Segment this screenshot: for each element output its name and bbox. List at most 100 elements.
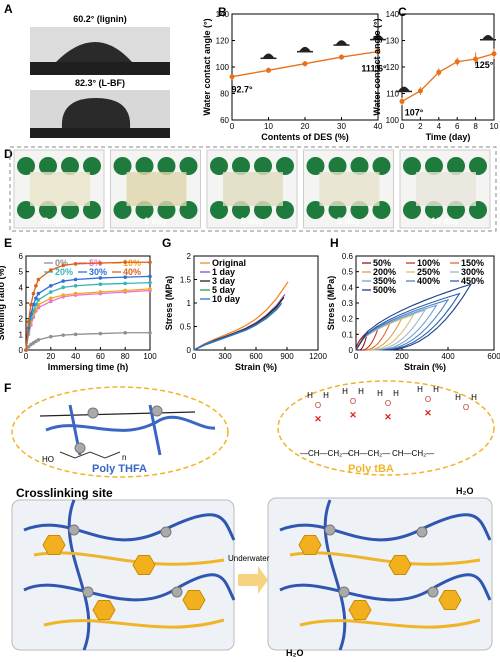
photo-label: 3 day xyxy=(240,216,263,226)
y-tick-label: 60 xyxy=(220,116,229,125)
legend-label: Original xyxy=(212,258,246,268)
data-point xyxy=(31,291,36,296)
crosslink-node xyxy=(338,586,350,598)
photo-sample: 1 day xyxy=(110,149,201,229)
series-loop xyxy=(355,292,461,351)
data-point xyxy=(36,277,41,282)
water-atom-o: O xyxy=(463,403,469,412)
lignin-hexagon xyxy=(298,534,322,556)
data-point xyxy=(98,331,103,336)
water-atom-o: O xyxy=(350,397,356,406)
crosslink-node-2 xyxy=(151,405,163,417)
legend-label: 10% xyxy=(123,258,141,268)
legend-label: 1 day xyxy=(212,267,235,277)
crosslinking-site-label: Crosslinking site xyxy=(16,486,113,500)
logo-circle xyxy=(17,157,35,175)
x-tick-label: 20 xyxy=(46,352,55,361)
logo-circle xyxy=(306,157,325,175)
droplet-icon xyxy=(482,34,494,40)
water-label-bottom: H₂O xyxy=(286,648,304,658)
series-line xyxy=(25,275,151,351)
crosslink-node xyxy=(324,524,336,536)
legend-label: 30% xyxy=(89,267,107,277)
crosslink-node xyxy=(427,586,439,598)
data-point xyxy=(229,74,235,80)
poly-thfa-label: Poly THFA xyxy=(92,463,147,475)
data-point xyxy=(473,56,479,62)
data-point xyxy=(49,283,53,288)
panel-letter-e: E xyxy=(4,236,12,250)
data-point xyxy=(123,281,127,286)
plot-frame xyxy=(231,13,379,121)
logo-circle xyxy=(447,157,465,175)
x-tick-label: 40 xyxy=(71,352,80,361)
chart-g: 0 300 600 900 1200 0 0.5 1 1.5 2 Strain (%) Stress … xyxy=(164,252,327,372)
data-point xyxy=(436,69,442,75)
photo-sample: 5 day xyxy=(303,149,394,229)
water-atom-o: O xyxy=(425,395,431,404)
data-point xyxy=(49,290,53,294)
data-point xyxy=(36,302,41,307)
water-atom-h: H xyxy=(471,393,477,402)
series-loop xyxy=(355,283,473,351)
logo-circle xyxy=(39,157,57,175)
y-tick-label: 2 xyxy=(187,252,192,261)
photo-sample: Original xyxy=(13,149,105,229)
x-tick-label: 0 xyxy=(400,122,405,131)
y-tick-label: 0 xyxy=(187,346,192,355)
zoom-ellipse-right xyxy=(277,380,495,476)
chart-c: 0 2 4 6 8 10 100 110 120 130 140 Time (day) Water co… xyxy=(372,10,499,142)
x-tick-label: 400 xyxy=(441,352,455,361)
x-tick-label: 900 xyxy=(280,352,294,361)
logo-circle xyxy=(403,157,421,175)
data-point xyxy=(98,261,103,265)
legend-label: 20% xyxy=(55,267,73,277)
legend-label: 500% xyxy=(373,285,396,295)
legend-label: 350% xyxy=(373,276,396,286)
photo-sample: 10 day xyxy=(399,149,491,229)
y-tick-label: 80 xyxy=(220,90,229,99)
logo-circle xyxy=(157,157,176,175)
panel-letter-h: H xyxy=(330,236,339,250)
legend-label: 250% xyxy=(417,267,440,277)
logo-circle xyxy=(425,157,443,175)
logo-circle xyxy=(254,157,272,175)
water-atom-h: H xyxy=(323,391,329,400)
data-point xyxy=(49,296,53,301)
y-tick-label: 6 xyxy=(19,252,24,261)
data-point xyxy=(266,67,271,73)
x-axis-label: Strain (%) xyxy=(235,362,277,372)
data-point xyxy=(98,276,103,280)
film-sample xyxy=(126,172,187,206)
x-tick-label: 600 xyxy=(487,352,500,361)
series-line xyxy=(193,281,289,351)
blocked-mark: ✕ xyxy=(349,410,357,420)
y-axis-label: Water contact angle (°) xyxy=(372,18,382,115)
data-point xyxy=(49,299,53,304)
photo-label: 5 day xyxy=(337,216,360,226)
y-tick-label: 0 xyxy=(349,346,354,355)
data-point xyxy=(29,302,33,307)
y-tick-label: 0.6 xyxy=(342,252,354,261)
y-tick-label: 110 xyxy=(386,90,399,99)
lignin-hexagon xyxy=(348,599,372,621)
data-point xyxy=(73,332,78,337)
panel-a: 60.2° (lignin) 82.3° (L-BF) xyxy=(30,14,170,138)
legend-label: 200% xyxy=(373,267,396,277)
y-tick-label: 0.5 xyxy=(180,323,192,332)
photo-sample: 3 day xyxy=(206,149,298,229)
x-tick-label: 200 xyxy=(395,352,409,361)
network-dry xyxy=(23,499,236,651)
logo-circle xyxy=(210,157,228,175)
substrate-lbf xyxy=(30,128,170,138)
y-tick-label: 120 xyxy=(216,37,230,46)
crosslink-node xyxy=(160,526,172,538)
logo-circle xyxy=(113,157,132,175)
x-axis-label: Strain (%) xyxy=(404,362,446,372)
x-tick-label: 10 xyxy=(490,122,499,131)
data-point xyxy=(123,330,127,335)
y-tick-label: 0.1 xyxy=(342,330,354,339)
x-tick-label: 0 xyxy=(354,352,359,361)
legend-label: 50% xyxy=(373,258,391,268)
data-point xyxy=(61,263,65,268)
